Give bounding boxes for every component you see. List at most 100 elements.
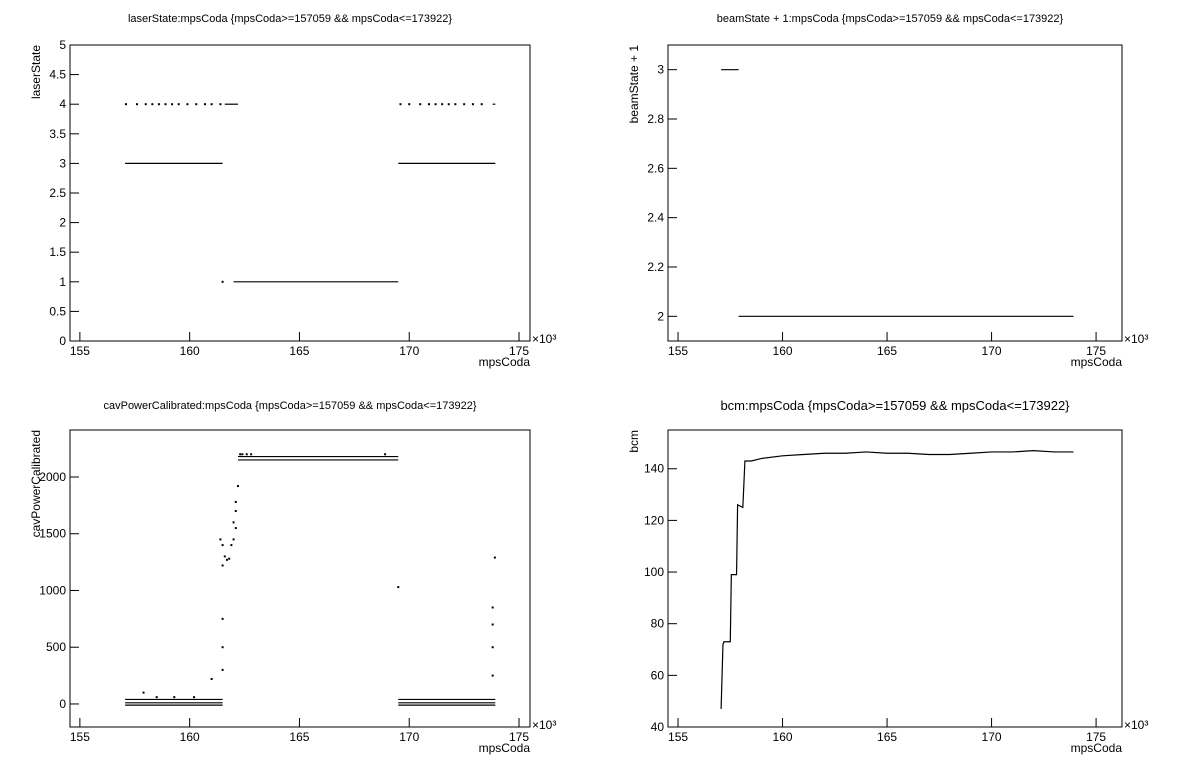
data-point [241, 453, 244, 456]
data-point [171, 103, 174, 106]
x-tick-label: 175 [509, 730, 529, 744]
y-tick-label: 40 [651, 720, 665, 734]
data-point [221, 564, 224, 567]
y-axis-label: cavPowerCalibrated [29, 430, 43, 537]
x-axis-label: mpsCoda [1071, 741, 1123, 755]
x-tick-label: 175 [1086, 730, 1106, 744]
chart-title: laserState:mpsCoda {mpsCoda>=157059 && m… [128, 13, 452, 25]
data-point [454, 103, 457, 106]
data-point [384, 453, 387, 456]
data-point [419, 103, 422, 106]
y-tick-label: 2 [59, 216, 66, 230]
data-point [434, 103, 437, 106]
y-tick-label: 2.2 [647, 260, 664, 274]
x-tick-label: 160 [773, 730, 793, 744]
y-tick-label: 2.4 [647, 211, 664, 225]
x-tick-label: 175 [509, 344, 529, 358]
data-point [223, 555, 226, 558]
data-point [239, 453, 242, 456]
x-tick-label: 160 [180, 344, 200, 358]
data-point [142, 691, 145, 694]
x-tick-label: 170 [982, 730, 1002, 744]
y-tick-label: 1.5 [49, 245, 66, 259]
data-point [491, 623, 494, 626]
data-point [151, 103, 154, 106]
data-point [124, 103, 127, 106]
data-point [234, 527, 237, 530]
data-point [493, 556, 496, 559]
y-tick-label: 5 [59, 38, 66, 52]
data-point [157, 103, 160, 106]
y-axis-label: beamState + 1 [627, 45, 641, 124]
y-axis-label: laserState [29, 45, 43, 99]
y-tick-label: 100 [644, 565, 664, 579]
data-point [491, 646, 494, 649]
data-point [221, 617, 224, 620]
x-tick-label: 170 [399, 344, 419, 358]
data-point [441, 103, 444, 106]
data-point [491, 606, 494, 609]
y-tick-label: 4.5 [49, 68, 66, 82]
data-point [232, 521, 235, 524]
x-exponent: ×10³ [532, 332, 556, 346]
x-axis-label: mpsCoda [1071, 355, 1123, 369]
x-tick-label: 165 [877, 730, 897, 744]
x-tick-label: 155 [668, 344, 688, 358]
data-point [177, 103, 180, 106]
data-point [236, 485, 239, 488]
y-tick-label: 0.5 [49, 304, 66, 318]
data-point [250, 453, 253, 456]
data-point [186, 103, 189, 106]
x-tick-label: 170 [982, 344, 1002, 358]
data-point [228, 557, 231, 560]
y-tick-label: 4 [59, 97, 66, 111]
data-point [471, 103, 474, 106]
x-axis-label: mpsCoda [479, 355, 531, 369]
data-point [427, 103, 430, 106]
y-tick-label: 2 [657, 309, 664, 323]
y-tick-label: 2000 [39, 470, 66, 484]
data-point [221, 646, 224, 649]
data-point [210, 103, 213, 106]
x-exponent: ×10³ [1124, 718, 1148, 732]
plot-frame [69, 429, 531, 728]
data-point [447, 103, 450, 106]
data-point [204, 103, 207, 106]
data-point [221, 280, 224, 283]
y-tick-label: 0 [59, 334, 66, 348]
chart-title: bcm:mpsCoda {mpsCoda>=157059 && mpsCoda<… [720, 398, 1070, 413]
data-point [463, 103, 466, 106]
y-tick-label: 3 [657, 63, 664, 77]
y-tick-label: 2.5 [49, 186, 66, 200]
y-tick-label: 1000 [39, 583, 66, 597]
x-tick-label: 160 [180, 730, 200, 744]
data-point [234, 510, 237, 513]
data-point [155, 696, 158, 699]
y-tick-label: 3 [59, 156, 66, 170]
x-tick-label: 170 [399, 730, 419, 744]
y-tick-label: 2.6 [647, 161, 664, 175]
data-point [221, 668, 224, 671]
data-point [408, 103, 411, 106]
x-tick-label: 165 [877, 344, 897, 358]
data-point [221, 544, 224, 547]
x-axis-label: mpsCoda [479, 741, 531, 755]
data-point [399, 103, 402, 106]
y-tick-label: 1500 [39, 527, 66, 541]
data-point [173, 696, 176, 699]
y-tick-label: 500 [46, 640, 66, 654]
y-tick-label: 60 [651, 668, 665, 682]
data-point [397, 586, 400, 589]
x-tick-label: 175 [1086, 344, 1106, 358]
data-point [480, 103, 483, 106]
y-tick-label: 2.8 [647, 112, 664, 126]
x-exponent: ×10³ [1124, 332, 1148, 346]
data-point [234, 500, 237, 503]
y-tick-label: 80 [651, 617, 665, 631]
data-point [193, 696, 196, 699]
y-tick-label: 3.5 [49, 127, 66, 141]
y-tick-label: 120 [644, 513, 664, 527]
x-tick-label: 160 [773, 344, 793, 358]
plot-frame [69, 44, 531, 342]
